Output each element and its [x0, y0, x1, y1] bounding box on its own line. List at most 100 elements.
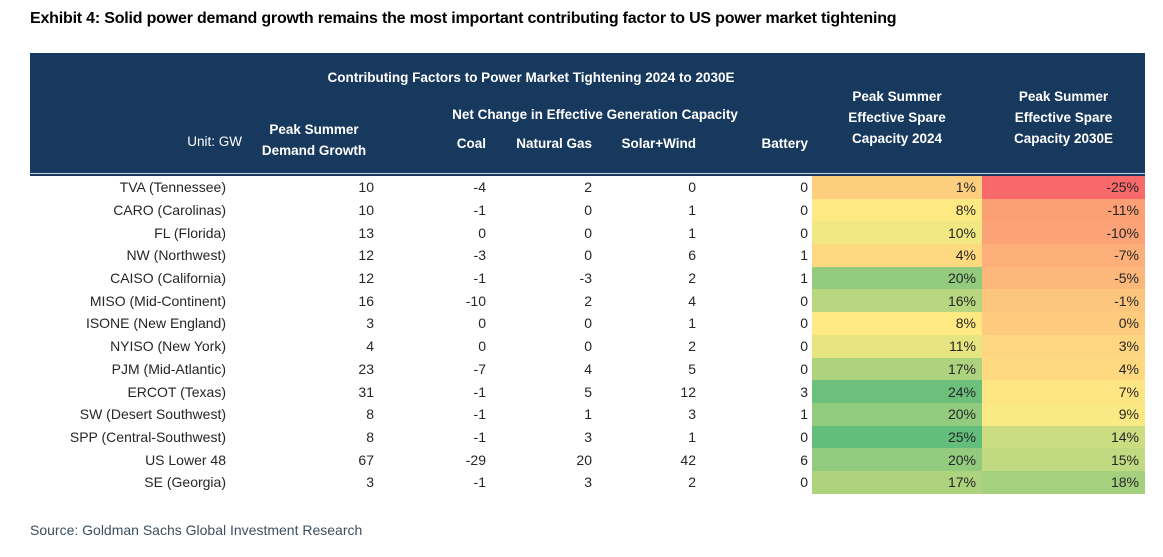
- cell-spare-capacity-2024: 17%: [812, 470, 982, 494]
- table-row: NW (Northwest) 12 -3 0 6 1 4% -7%: [30, 244, 1145, 267]
- cell-spare-capacity-2024: 10%: [812, 221, 982, 245]
- cell-natural-gas: 0: [584, 202, 592, 219]
- cell-demand-growth: 13: [358, 224, 374, 241]
- cell-spare-capacity-2030: 15%: [982, 448, 1145, 471]
- col-group-net-change: Net Change in Effective Generation Capac…: [378, 87, 812, 173]
- header-group-title: Contributing Factors to Power Market Tig…: [327, 70, 735, 85]
- cell-battery: 0: [800, 360, 808, 377]
- cell-natural-gas: -3: [579, 270, 592, 287]
- cell-region: NYISO (New York): [110, 338, 226, 355]
- cell-region: TVA (Tennessee): [119, 179, 226, 196]
- cell-region: ISONE (New England): [85, 315, 226, 332]
- cell-battery: 0: [800, 292, 808, 309]
- cell-region: CARO (Carolinas): [113, 202, 226, 219]
- cell-coal: -1: [473, 202, 486, 219]
- col-header-spare-2024-line1: Peak Summer: [852, 88, 942, 104]
- cell-spare-capacity-2030: 9%: [982, 402, 1145, 426]
- cell-coal: -1: [473, 270, 486, 287]
- cell-solar-wind: 4: [688, 292, 696, 309]
- table-header: Contributing Factors to Power Market Tig…: [30, 53, 1145, 173]
- cell-solar-wind: 1: [688, 428, 696, 445]
- cell-spare-capacity-2024: 20%: [812, 402, 982, 426]
- cell-coal: -29: [465, 451, 486, 468]
- cell-region: CAISO (California): [110, 270, 226, 287]
- cell-demand-growth: 12: [358, 247, 374, 264]
- cell-spare-capacity-2024: 8%: [812, 312, 982, 335]
- cell-region: NW (Northwest): [126, 247, 226, 264]
- cell-solar-wind: 42: [680, 451, 696, 468]
- col-header-demand-growth-line1: Peak Summer: [269, 122, 359, 137]
- cell-coal: -1: [473, 474, 486, 491]
- col-header-spare-2030-line1: Peak Summer: [1018, 88, 1109, 104]
- cell-coal: -10: [465, 292, 486, 309]
- cell-solar-wind: 3: [688, 406, 696, 423]
- col-header-spare-2030-line3: Capacity 2030E: [1013, 130, 1114, 146]
- cell-battery: 0: [800, 474, 808, 491]
- header-bottom-border: [30, 174, 1145, 176]
- cell-natural-gas: 4: [584, 360, 592, 377]
- cell-battery: 1: [800, 406, 808, 423]
- cell-coal: -1: [473, 383, 486, 400]
- cell-natural-gas: 2: [584, 179, 592, 196]
- cell-coal: -1: [473, 428, 486, 445]
- col-header-solar-wind: Solar+Wind: [621, 136, 696, 151]
- table-body: TVA (Tennessee) 10 -4 2 0 0 1% -25% CARO…: [30, 176, 1145, 494]
- table-row: US Lower 48 67 -29 20 42 6 20% 15%: [30, 448, 1145, 471]
- cell-battery: 1: [800, 270, 808, 287]
- cell-solar-wind: 2: [688, 338, 696, 355]
- cell-demand-growth: 23: [358, 360, 374, 377]
- cell-demand-growth: 10: [358, 202, 374, 219]
- cell-spare-capacity-2024: 20%: [812, 448, 982, 471]
- cell-region: MISO (Mid-Continent): [89, 292, 226, 309]
- cell-spare-capacity-2024: 24%: [812, 380, 982, 403]
- cell-coal: -7: [473, 360, 486, 377]
- cell-spare-capacity-2024: 8%: [812, 198, 982, 222]
- cell-battery: 3: [800, 383, 808, 400]
- cell-natural-gas: 20: [576, 451, 592, 468]
- cell-solar-wind: 0: [688, 179, 696, 196]
- cell-natural-gas: 5: [584, 383, 592, 400]
- cell-natural-gas: 0: [584, 338, 592, 355]
- cell-spare-capacity-2024: 11%: [812, 334, 982, 358]
- cell-coal: 0: [478, 224, 486, 241]
- cell-region: SW (Desert Southwest): [79, 406, 226, 423]
- cell-region: ERCOT (Texas): [127, 383, 226, 400]
- table-row: NYISO (New York) 4 0 0 2 0 11% 3%: [30, 334, 1145, 358]
- table-row: MISO (Mid-Continent) 16 -10 2 4 0 16% -1…: [30, 289, 1145, 313]
- table-row: SPP (Central-Southwest) 8 -1 3 1 0 25% 1…: [30, 425, 1145, 449]
- col-header-natural-gas: Natural Gas: [516, 136, 592, 151]
- cell-coal: -4: [473, 179, 486, 196]
- cell-demand-growth: 12: [358, 270, 374, 287]
- cell-demand-growth: 8: [366, 428, 374, 445]
- cell-spare-capacity-2030: 14%: [982, 425, 1145, 449]
- cell-spare-capacity-2024: 16%: [812, 289, 982, 313]
- cell-spare-capacity-2030: 0%: [982, 312, 1145, 335]
- source-note: Source: Goldman Sachs Global Investment …: [30, 522, 363, 538]
- cell-natural-gas: 1: [584, 406, 592, 423]
- table-row: PJM (Mid-Atlantic) 23 -7 4 5 0 17% 4%: [30, 357, 1145, 381]
- cell-battery: 0: [800, 315, 808, 332]
- net-change-group-label: Net Change in Effective Generation Capac…: [452, 107, 738, 122]
- cell-region: US Lower 48: [145, 451, 226, 468]
- col-header-demand-growth: Peak Summer Demand Growth: [250, 87, 378, 173]
- cell-natural-gas: 3: [584, 474, 592, 491]
- cell-solar-wind: 1: [688, 224, 696, 241]
- col-header-demand-growth-line2: Demand Growth: [261, 143, 367, 158]
- cell-demand-growth: 8: [366, 406, 374, 423]
- cell-spare-capacity-2030: -1%: [982, 289, 1145, 313]
- cell-demand-growth: 10: [358, 179, 374, 196]
- cell-demand-growth: 4: [366, 338, 374, 355]
- cell-solar-wind: 1: [688, 315, 696, 332]
- col-header-spare-capacity-2030: Peak Summer Effective Spare Capacity 203…: [982, 53, 1145, 173]
- cell-natural-gas: 3: [584, 428, 592, 445]
- table-row: TVA (Tennessee) 10 -4 2 0 0 1% -25%: [30, 176, 1145, 199]
- cell-battery: 0: [800, 179, 808, 196]
- cell-natural-gas: 0: [584, 224, 592, 241]
- table-row: SE (Georgia) 3 -1 3 2 0 17% 18%: [30, 470, 1145, 494]
- col-header-coal: Coal: [456, 136, 486, 151]
- table-row: ISONE (New England) 3 0 0 1 0 8% 0%: [30, 312, 1145, 335]
- cell-spare-capacity-2024: 20%: [812, 266, 982, 290]
- cell-spare-capacity-2030: 7%: [982, 380, 1145, 403]
- cell-spare-capacity-2030: -25%: [982, 176, 1145, 199]
